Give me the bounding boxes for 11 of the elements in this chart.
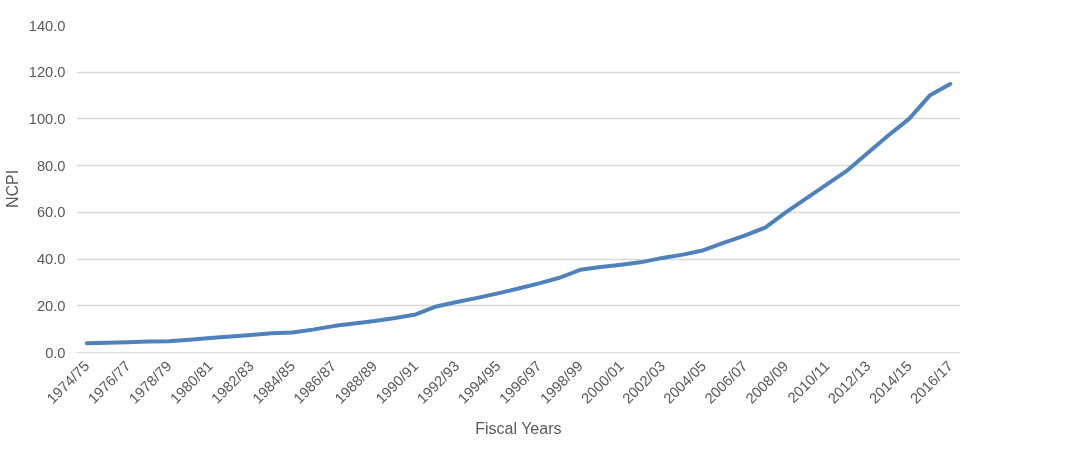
y-tick-label: 100.0	[28, 110, 66, 127]
y-tick-label: 120.0	[28, 64, 66, 81]
y-tick-label: 40.0	[36, 251, 66, 268]
y-tick-label: 140.0	[28, 17, 66, 34]
line-series	[84, 81, 953, 346]
y-tick-label: 0.0	[45, 344, 66, 361]
y-axis-title: NCPI	[3, 169, 21, 209]
x-axis-title: Fiscal Years	[475, 420, 562, 438]
y-tick-label: 80.0	[36, 157, 66, 174]
y-tick-label: 20.0	[36, 297, 66, 314]
y-tick-label: 60.0	[36, 204, 66, 221]
